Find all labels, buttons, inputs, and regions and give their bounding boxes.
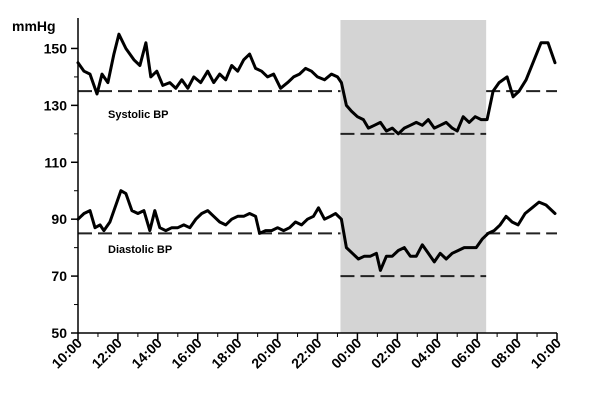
- diastolic-annotation: Diastolic BP: [108, 244, 172, 256]
- series-layer: [76, 32, 557, 272]
- y-tick-label-70: 70: [51, 268, 67, 284]
- series-line-diastolic: [76, 189, 557, 272]
- reference-lines-layer: [78, 90, 557, 278]
- x-tick-label-24: 10:00: [527, 335, 564, 372]
- series-line-systolic: [76, 32, 557, 136]
- night-shaded-region-layer: [340, 20, 487, 333]
- x-tick-label-18: 04:00: [408, 335, 445, 372]
- y-tick-label-50: 50: [51, 325, 67, 341]
- x-tick-label-2: 12:00: [88, 335, 125, 372]
- y-tick-label-130: 130: [44, 97, 68, 113]
- x-tick-label-14: 00:00: [328, 335, 365, 372]
- systolic-annotation: Systolic BP: [108, 109, 169, 121]
- x-tick-label-22: 08:00: [488, 335, 525, 372]
- x-tick-label-10: 20:00: [248, 335, 285, 372]
- x-tick-label-6: 16:00: [168, 335, 205, 372]
- x-tick-label-4: 14:00: [128, 335, 165, 372]
- night-shaded-region: [340, 20, 487, 333]
- y-tick-label-110: 110: [44, 154, 67, 170]
- x-tick-label-20: 06:00: [448, 335, 485, 372]
- x-tick-label-16: 02:00: [368, 335, 405, 372]
- x-tick-label-8: 18:00: [208, 335, 245, 372]
- y-axis-unit-label: mmHg: [12, 18, 56, 34]
- x-tick-label-12: 22:00: [288, 335, 325, 372]
- y-tick-label-90: 90: [51, 211, 67, 227]
- y-tick-label-150: 150: [44, 40, 68, 56]
